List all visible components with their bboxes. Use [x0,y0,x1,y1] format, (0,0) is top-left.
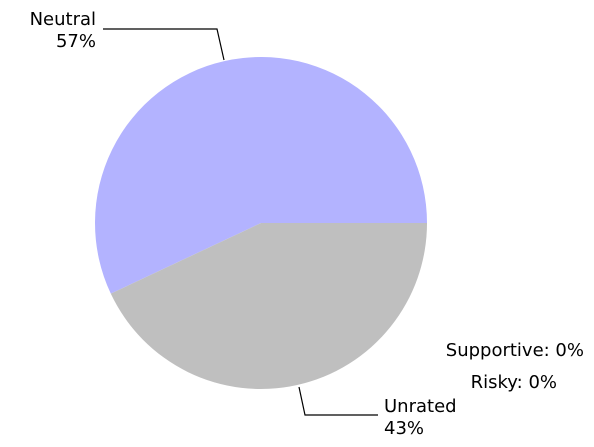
neutral-leader-line [103,28,225,61]
pie-slices [94,56,428,389]
pie-slice-unrated [110,223,428,389]
unrated-percent-label: 43% [384,418,424,439]
pie-slice-neutral [94,56,428,294]
supportive-label: Supportive: 0% [446,340,584,361]
neutral-percent-label: 57% [56,31,96,52]
neutral-name-label: Neutral [30,9,96,30]
risky-label: Risky: 0% [471,372,557,393]
unrated-leader-line [298,386,378,416]
unrated-name-label: Unrated [384,396,457,417]
